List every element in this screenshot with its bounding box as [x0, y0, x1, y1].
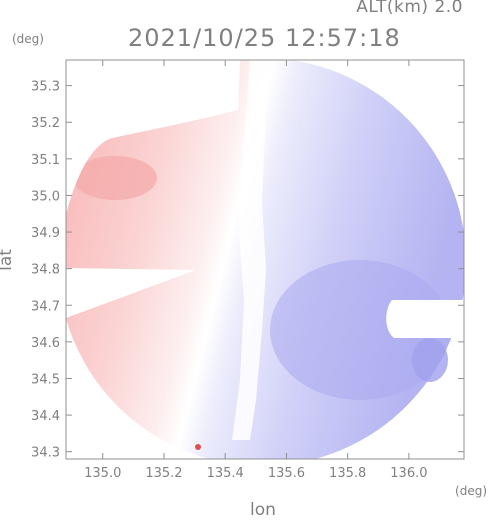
y-tick-label: 34.7 [31, 299, 60, 314]
y-axis-unit: (deg) [12, 32, 44, 46]
negative-cell [412, 338, 448, 382]
x-tick-label: 135.8 [329, 466, 366, 481]
plot-frame [65, 59, 465, 460]
x-axis-label: lon [250, 500, 276, 520]
y-tick-label: 35.0 [31, 189, 60, 204]
altitude-label: ALT(km) 2.0 [356, 0, 463, 17]
x-tick-label: 135.2 [145, 466, 182, 481]
x-tick-label: 135.0 [84, 466, 121, 481]
y-tick-label: 34.8 [31, 263, 60, 278]
y-axis-ticks: 34.3 34.4 34.5 34.6 34.7 34.8 34.9 35.0 35.1 35.2… [31, 80, 464, 461]
x-tick-label: 135.6 [268, 466, 305, 481]
x-axis-unit: (deg) [455, 484, 487, 498]
y-tick-label: 34.6 [31, 336, 60, 351]
strong-negative-region [270, 260, 450, 400]
no-data-notch [386, 300, 464, 338]
x-axis-ticks: 135.0 135.2 135.4 135.6 135.8 136.0 [84, 60, 428, 481]
y-tick-label: 34.4 [31, 409, 60, 424]
x-tick-label: 136.0 [390, 466, 427, 481]
y-tick-label: 34.5 [31, 372, 60, 387]
velocity-field [66, 60, 464, 459]
zero-velocity-band [232, 60, 268, 440]
strong-echo-dot [195, 444, 201, 450]
chart-title-timestamp: 2021/10/25 12:57:18 [128, 24, 401, 52]
no-data-corner [66, 60, 240, 215]
y-tick-label: 34.3 [31, 446, 60, 461]
y-tick-label: 35.1 [31, 153, 60, 168]
strong-positive-region [73, 156, 157, 200]
y-tick-label: 35.2 [31, 116, 60, 131]
y-tick-label: 35.3 [31, 80, 60, 95]
no-data-wedge [66, 268, 196, 318]
x-tick-label: 135.4 [207, 466, 244, 481]
y-tick-label: 34.9 [31, 226, 60, 241]
